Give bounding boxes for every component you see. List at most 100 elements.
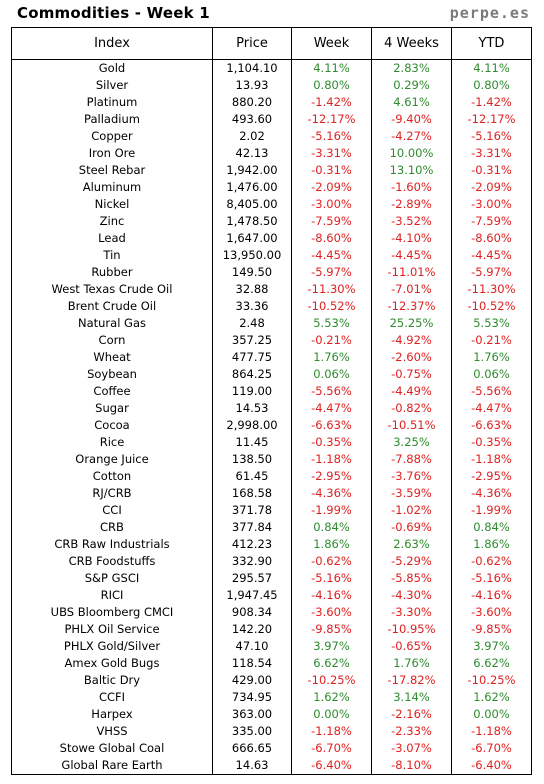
cell-week: 0.80% xyxy=(291,77,372,94)
cell-index: UBS Bloomberg CMCI xyxy=(11,604,213,621)
cell-price: 118.54 xyxy=(212,655,292,672)
cell-price: 666.65 xyxy=(212,740,292,757)
cell-price: 2.02 xyxy=(212,128,292,145)
table-row: Palladium 493.60 -12.17% -9.40% -12.17% xyxy=(11,111,532,128)
cell-ytd: -9.85% xyxy=(451,621,532,638)
cell-index: Cotton xyxy=(11,468,213,485)
cell-week: 3.97% xyxy=(291,638,372,655)
table-row: Brent Crude Oil 33.36 -10.52% -12.37% -10.52… xyxy=(11,298,532,315)
cell-ytd: 3.97% xyxy=(451,638,532,655)
cell-4-weeks: 2.83% xyxy=(371,59,452,77)
cell-price: 1,647.00 xyxy=(212,230,292,247)
table-row: Amex Gold Bugs 118.54 6.62% 1.76% 6.62% xyxy=(11,655,532,672)
table-row: Cotton 61.45 -2.95% -3.76% -2.95% xyxy=(11,468,532,485)
cell-ytd: -10.52% xyxy=(451,298,532,315)
cell-price: 880.20 xyxy=(212,94,292,111)
cell-index: Sugar xyxy=(11,400,213,417)
cell-4-weeks: -5.85% xyxy=(371,570,452,587)
cell-price: 13,950.00 xyxy=(212,247,292,264)
table-row: Rubber 149.50 -5.97% -11.01% -5.97% xyxy=(11,264,532,281)
cell-price: 332.90 xyxy=(212,553,292,570)
cell-ytd: -2.09% xyxy=(451,179,532,196)
cell-ytd: -4.45% xyxy=(451,247,532,264)
cell-price: 1,947.45 xyxy=(212,587,292,604)
cell-index: Platinum xyxy=(11,94,213,111)
table-row: PHLX Oil Service 142.20 -9.85% -10.95% -9.85… xyxy=(11,621,532,638)
column-header-4-weeks: 4 Weeks xyxy=(371,27,452,60)
cell-price: 119.00 xyxy=(212,383,292,400)
cell-ytd: -7.59% xyxy=(451,213,532,230)
cell-price: 734.95 xyxy=(212,689,292,706)
cell-index: S&P GSCI xyxy=(11,570,213,587)
column-header-price: Price xyxy=(212,27,292,60)
cell-week: -2.95% xyxy=(291,468,372,485)
cell-ytd: -1.99% xyxy=(451,502,532,519)
table-row: Corn 357.25 -0.21% -4.92% -0.21% xyxy=(11,332,532,349)
table-row: Coffee 119.00 -5.56% -4.49% -5.56% xyxy=(11,383,532,400)
cell-week: -5.97% xyxy=(291,264,372,281)
cell-ytd: -11.30% xyxy=(451,281,532,298)
cell-price: 477.75 xyxy=(212,349,292,366)
cell-price: 429.00 xyxy=(212,672,292,689)
cell-4-weeks: -0.65% xyxy=(371,638,452,655)
table-row: PHLX Gold/Silver 47.10 3.97% -0.65% 3.97% xyxy=(11,638,532,655)
cell-4-weeks: -8.10% xyxy=(371,757,452,775)
cell-index: Wheat xyxy=(11,349,213,366)
cell-ytd: -4.16% xyxy=(451,587,532,604)
table-row: Global Rare Earth 14.63 -6.40% -8.10% -6.40% xyxy=(11,757,532,775)
cell-ytd: -5.16% xyxy=(451,570,532,587)
table-row: Tin 13,950.00 -4.45% -4.45% -4.45% xyxy=(11,247,532,264)
cell-ytd: -4.36% xyxy=(451,485,532,502)
cell-index: CRB xyxy=(11,519,213,536)
cell-ytd: 5.53% xyxy=(451,315,532,332)
cell-price: 412.23 xyxy=(212,536,292,553)
cell-week: 0.00% xyxy=(291,706,372,723)
table-row: Natural Gas 2.48 5.53% 25.25% 5.53% xyxy=(11,315,532,332)
cell-price: 168.58 xyxy=(212,485,292,502)
cell-index: CCFI xyxy=(11,689,213,706)
cell-4-weeks: -3.52% xyxy=(371,213,452,230)
cell-price: 47.10 xyxy=(212,638,292,655)
cell-4-weeks: 13.10% xyxy=(371,162,452,179)
cell-index: Gold xyxy=(11,59,213,77)
cell-price: 149.50 xyxy=(212,264,292,281)
cell-price: 13.93 xyxy=(212,77,292,94)
column-header-week: Week xyxy=(291,27,372,60)
cell-index: Brent Crude Oil xyxy=(11,298,213,315)
cell-ytd: -1.18% xyxy=(451,723,532,740)
cell-4-weeks: -5.29% xyxy=(371,553,452,570)
cell-week: -0.31% xyxy=(291,162,372,179)
cell-ytd: 1.76% xyxy=(451,349,532,366)
cell-index: Steel Rebar xyxy=(11,162,213,179)
cell-price: 1,942.00 xyxy=(212,162,292,179)
cell-price: 493.60 xyxy=(212,111,292,128)
table-row: Silver 13.93 0.80% 0.29% 0.80% xyxy=(11,77,532,94)
cell-week: -1.99% xyxy=(291,502,372,519)
table-row: Steel Rebar 1,942.00 -0.31% 13.10% -0.31% xyxy=(11,162,532,179)
cell-week: 6.62% xyxy=(291,655,372,672)
table-row: Harpex 363.00 0.00% -2.16% 0.00% xyxy=(11,706,532,723)
cell-ytd: -8.60% xyxy=(451,230,532,247)
cell-week: -6.40% xyxy=(291,757,372,775)
cell-ytd: 1.62% xyxy=(451,689,532,706)
cell-4-weeks: -0.75% xyxy=(371,366,452,383)
cell-index: Amex Gold Bugs xyxy=(11,655,213,672)
cell-index: Nickel xyxy=(11,196,213,213)
table-row: CRB Raw Industrials 412.23 1.86% 2.63% 1.86% xyxy=(11,536,532,553)
cell-ytd: 0.80% xyxy=(451,77,532,94)
cell-price: 8,405.00 xyxy=(212,196,292,213)
cell-price: 377.84 xyxy=(212,519,292,536)
cell-index: CCI xyxy=(11,502,213,519)
cell-4-weeks: 3.25% xyxy=(371,434,452,451)
cell-index: Natural Gas xyxy=(11,315,213,332)
cell-4-weeks: 3.14% xyxy=(371,689,452,706)
cell-price: 864.25 xyxy=(212,366,292,383)
cell-ytd: -5.16% xyxy=(451,128,532,145)
table-row: RICI 1,947.45 -4.16% -4.30% -4.16% xyxy=(11,587,532,604)
cell-week: -3.60% xyxy=(291,604,372,621)
cell-ytd: -6.40% xyxy=(451,757,532,775)
table-row: Copper 2.02 -5.16% -4.27% -5.16% xyxy=(11,128,532,145)
cell-ytd: 6.62% xyxy=(451,655,532,672)
cell-price: 1,104.10 xyxy=(212,59,292,77)
cell-week: -0.62% xyxy=(291,553,372,570)
